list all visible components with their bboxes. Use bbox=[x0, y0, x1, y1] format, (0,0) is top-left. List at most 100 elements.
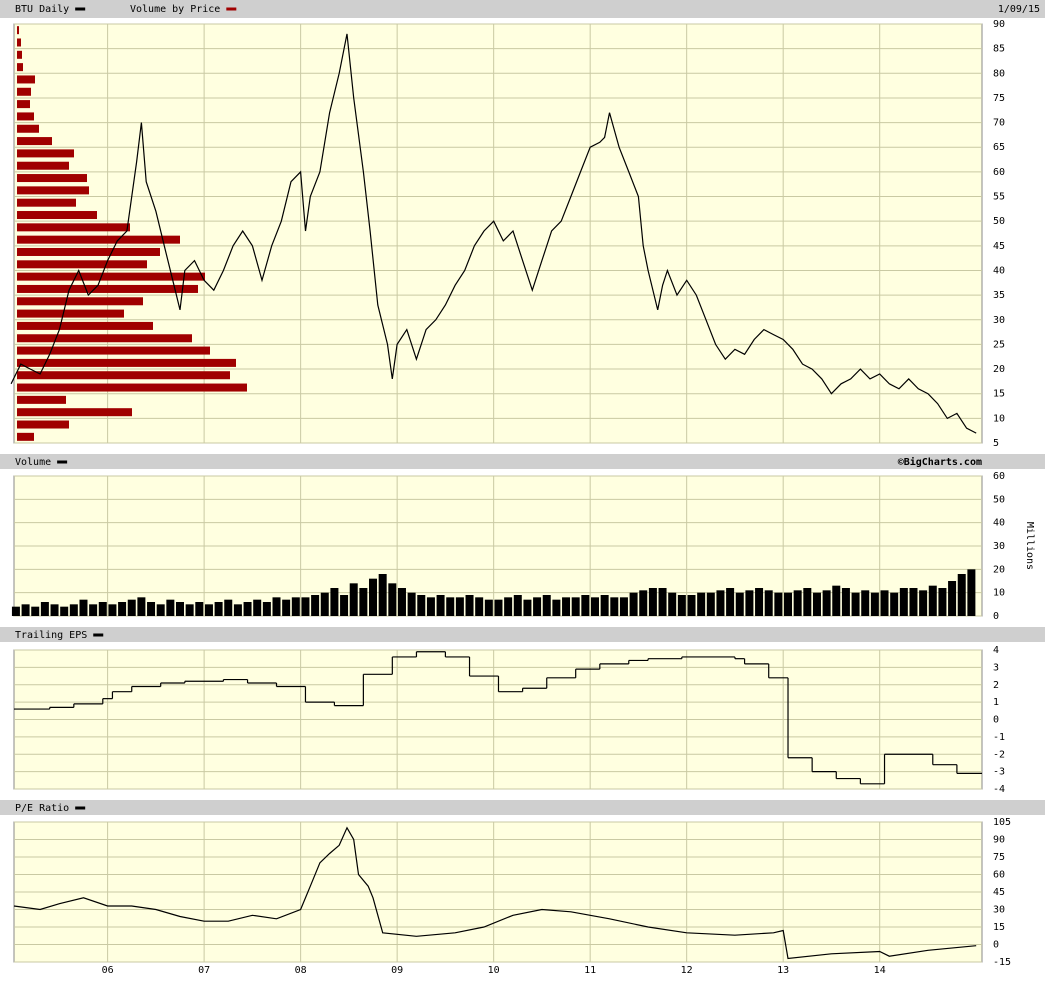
y-tick-label: 65 bbox=[993, 142, 1005, 153]
volume-by-price-bar bbox=[17, 272, 205, 281]
volume-bar bbox=[475, 597, 484, 616]
y-tick-label: 55 bbox=[993, 192, 1005, 203]
y-tick-label: 15 bbox=[993, 389, 1005, 400]
volume-bar bbox=[571, 597, 580, 616]
volume-bar bbox=[880, 590, 889, 616]
volume-bar bbox=[79, 599, 88, 616]
volume-bar bbox=[870, 592, 879, 616]
volume-by-price-bar bbox=[17, 38, 21, 47]
volume-bar bbox=[841, 588, 850, 616]
volume-by-price-bar bbox=[17, 346, 210, 355]
x-tick-label: 12 bbox=[681, 965, 693, 976]
volume-bar bbox=[301, 597, 310, 616]
volume-bar bbox=[118, 602, 127, 616]
y-tick-label: -3 bbox=[993, 767, 1005, 778]
volume-bar bbox=[677, 595, 686, 616]
volume-bar bbox=[465, 595, 474, 616]
header-bar bbox=[0, 0, 1045, 18]
volume-bar bbox=[108, 604, 117, 616]
volume-by-price-bar bbox=[17, 247, 160, 256]
volume-bar bbox=[166, 599, 175, 616]
volume-by-price-bar bbox=[17, 149, 74, 158]
volume-bar bbox=[484, 599, 493, 616]
volume-bar bbox=[436, 595, 445, 616]
credit: ©BigCharts.com bbox=[898, 456, 982, 468]
volume-bar bbox=[60, 606, 69, 616]
legend-swatch bbox=[226, 7, 237, 11]
y-tick-label: -15 bbox=[993, 957, 1011, 968]
y-tick-label: 60 bbox=[993, 471, 1005, 482]
header-bar bbox=[0, 454, 1045, 469]
legend-swatch bbox=[93, 633, 104, 637]
volume-by-price-bar bbox=[17, 161, 69, 170]
volume-bar bbox=[147, 602, 156, 616]
x-tick-label: 07 bbox=[198, 965, 210, 976]
volume-by-price-bar bbox=[17, 235, 180, 244]
volume-by-price-bar bbox=[17, 50, 22, 59]
y-tick-label: 30 bbox=[993, 315, 1005, 326]
volume-bar bbox=[185, 604, 194, 616]
x-tick-label: 08 bbox=[295, 965, 307, 976]
volume-bar bbox=[764, 590, 773, 616]
header-bar bbox=[0, 800, 1045, 815]
y-tick-label: 2 bbox=[993, 680, 999, 691]
volume-bar bbox=[658, 588, 667, 616]
volume-by-price-bar bbox=[17, 198, 76, 207]
volume-bar bbox=[330, 588, 339, 616]
volume-bar bbox=[40, 602, 49, 616]
volume-by-price-bar bbox=[17, 383, 247, 392]
volume-bar bbox=[455, 597, 464, 616]
y-tick-label: 60 bbox=[993, 167, 1005, 178]
y-tick-label: 45 bbox=[993, 241, 1005, 252]
volume-by-price-bar bbox=[17, 186, 89, 195]
volume-bar bbox=[253, 599, 262, 616]
volume-bar bbox=[320, 592, 329, 616]
volume-bar bbox=[706, 592, 715, 616]
plot-area bbox=[13, 23, 983, 444]
y-tick-label: 40 bbox=[993, 518, 1005, 529]
y-tick-label: 90 bbox=[993, 835, 1005, 846]
y-tick-label: 20 bbox=[993, 364, 1005, 375]
y-tick-label: 0 bbox=[993, 940, 999, 951]
volume-bar bbox=[214, 602, 223, 616]
volume-bar bbox=[224, 599, 233, 616]
volume-bar bbox=[388, 583, 397, 616]
y-tick-label: 75 bbox=[993, 852, 1005, 863]
y-tick-label: 0 bbox=[993, 611, 999, 622]
volume-by-price-bar bbox=[17, 395, 66, 404]
volume-bar bbox=[697, 592, 706, 616]
volume-bar bbox=[311, 595, 320, 616]
volume-bar bbox=[822, 590, 831, 616]
volume-by-price-bar bbox=[17, 284, 198, 293]
price-line bbox=[13, 826, 977, 960]
volume-bar bbox=[359, 588, 368, 616]
volume-bar bbox=[629, 592, 638, 616]
y-tick-label: 90 bbox=[993, 19, 1005, 30]
volume-bar bbox=[639, 590, 648, 616]
volume-bar bbox=[272, 597, 281, 616]
volume-bar bbox=[774, 592, 783, 616]
volume-by-price-bar bbox=[17, 321, 153, 330]
y-tick-label: 80 bbox=[993, 68, 1005, 79]
volume-bar bbox=[648, 588, 657, 616]
volume-bar bbox=[21, 604, 30, 616]
volume-bar bbox=[426, 597, 435, 616]
volume-bar bbox=[127, 599, 136, 616]
y-tick-label: 45 bbox=[993, 887, 1005, 898]
legend-label: BTU Daily bbox=[15, 4, 69, 15]
volume-bar bbox=[282, 599, 291, 616]
volume-bar bbox=[349, 583, 358, 616]
x-tick-label: 10 bbox=[488, 965, 500, 976]
volume-bar bbox=[417, 595, 426, 616]
volume-bar bbox=[590, 597, 599, 616]
volume-bar bbox=[610, 597, 619, 616]
volume-by-price-bar bbox=[17, 112, 34, 121]
volume-bar bbox=[861, 590, 870, 616]
volume-bar bbox=[542, 595, 551, 616]
y-tick-label: 4 bbox=[993, 645, 999, 656]
y-tick-label: 40 bbox=[993, 265, 1005, 276]
volume-bar bbox=[957, 574, 966, 616]
volume-bar bbox=[243, 602, 252, 616]
y-tick-label: 85 bbox=[993, 44, 1005, 55]
y-tick-label: 20 bbox=[993, 564, 1005, 575]
